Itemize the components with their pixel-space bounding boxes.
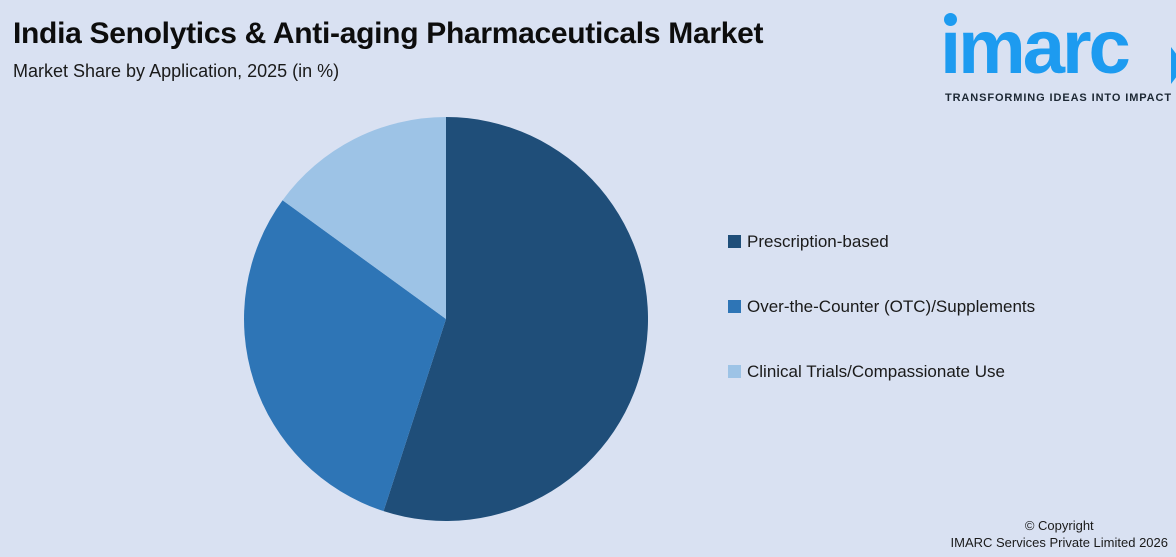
legend-item: Prescription-based bbox=[728, 231, 1035, 252]
page-title: India Senolytics & Anti-aging Pharmaceut… bbox=[13, 17, 764, 50]
legend-label: Clinical Trials/Compassionate Use bbox=[747, 362, 1005, 381]
logo-i-dot-icon bbox=[944, 13, 957, 26]
legend-item: Clinical Trials/Compassionate Use bbox=[728, 361, 1035, 382]
logo-edge-arrow-icon bbox=[1171, 47, 1176, 84]
legend-label: Prescription-based bbox=[747, 232, 889, 251]
pie-slice-1 bbox=[383, 117, 648, 521]
copyright-notice: © Copyright IMARC Services Private Limit… bbox=[951, 517, 1168, 551]
pie-slice-2 bbox=[244, 200, 446, 512]
legend-swatch bbox=[728, 300, 741, 313]
copyright-line1: © Copyright bbox=[1024, 518, 1094, 533]
legend-swatch bbox=[728, 235, 741, 248]
pie-chart bbox=[244, 117, 648, 521]
legend-label: Over-the-Counter (OTC)/Supplements bbox=[747, 297, 1036, 316]
pie-slice-3 bbox=[282, 117, 446, 319]
legend-swatch bbox=[728, 365, 741, 378]
logo-wordmark: ımarc bbox=[940, 5, 1131, 90]
page-subtitle: Market Share by Application, 2025 (in %) bbox=[13, 61, 340, 81]
copyright-line2: IMARC Services Private Limited 2026 bbox=[950, 535, 1168, 550]
legend-item: Over-the-Counter (OTC)/Supplements bbox=[728, 296, 1035, 317]
logo-tagline: TRANSFORMING IDEAS INTO IMPACT bbox=[944, 92, 1172, 104]
chart-legend: Prescription-based Over-the-Counter (OTC)… bbox=[728, 231, 1035, 382]
imarc-logo: ımarc TRANSFORMING IDEAS INTO IMPACT bbox=[940, 5, 1172, 108]
pie-chart-svg bbox=[244, 117, 648, 521]
